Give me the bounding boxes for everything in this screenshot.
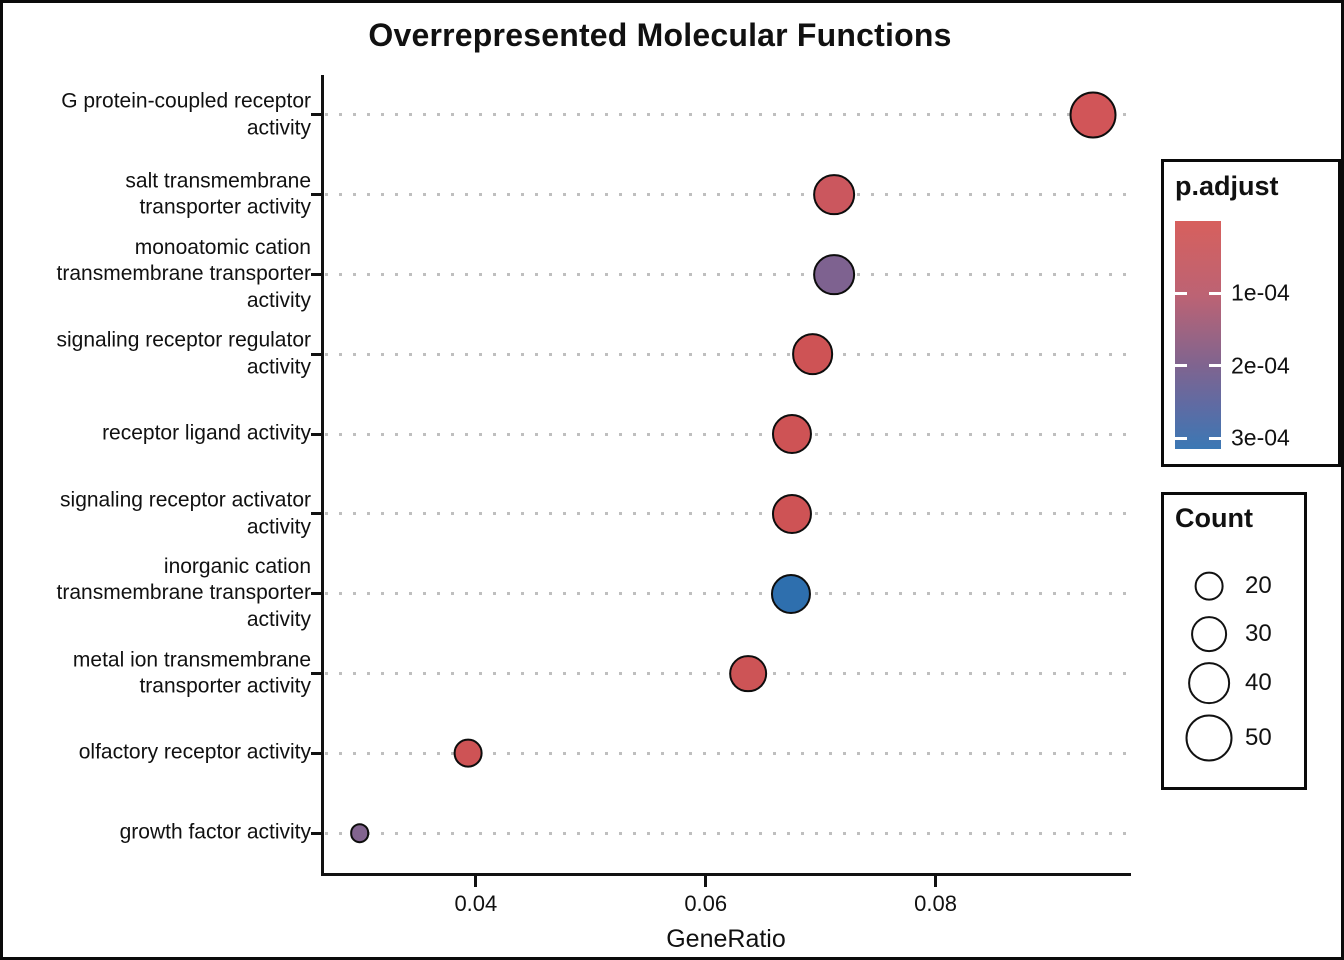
- size-legend-circle: [1194, 571, 1224, 601]
- color-legend-title: p.adjust: [1175, 171, 1279, 201]
- size-legend-title: Count: [1175, 503, 1253, 533]
- x-axis-tick-label: 0.08: [914, 891, 958, 916]
- colorbar-tick-label: 2e-04: [1231, 352, 1290, 379]
- colorbar-tick: [1175, 436, 1187, 440]
- grid-line: [325, 113, 1129, 117]
- x-axis-tick-label: 0.04: [454, 891, 498, 916]
- grid-line: [325, 831, 1129, 835]
- data-point: [791, 333, 834, 376]
- grid-line: [325, 193, 1129, 197]
- colorbar-gradient: [1175, 221, 1221, 449]
- y-axis-tick: [311, 592, 323, 596]
- data-point: [771, 414, 812, 455]
- y-axis-tick: [311, 672, 323, 675]
- data-point: [1069, 91, 1117, 139]
- size-legend-label: 20: [1245, 572, 1272, 599]
- y-axis-label: inorganic cation transmembrane transport…: [56, 554, 311, 632]
- colorbar-tick: [1209, 436, 1221, 440]
- y-axis-tick: [311, 432, 323, 436]
- data-point: [453, 738, 483, 768]
- grid-line: [325, 751, 1129, 755]
- y-axis-label: olfactory receptor activity: [78, 740, 311, 764]
- grid-line: [325, 672, 1129, 675]
- grid-line: [325, 352, 1129, 356]
- y-axis-label: G protein-coupled receptor activity: [61, 89, 311, 139]
- y-axis-tick: [311, 751, 323, 755]
- grid-line: [325, 512, 1129, 516]
- colorbar-tick: [1209, 291, 1221, 295]
- y-axis-label: metal ion transmembrane transporter acti…: [72, 647, 311, 698]
- data-point: [771, 493, 812, 534]
- colorbar-tick: [1209, 364, 1221, 368]
- size-legend-circle: [1185, 714, 1233, 762]
- colorbar-tick: [1175, 291, 1187, 295]
- grid-line: [325, 273, 1129, 276]
- data-point: [813, 173, 856, 216]
- y-axis-tick: [311, 273, 323, 276]
- x-axis-title: GeneRatio: [666, 925, 786, 953]
- y-axis-line: [321, 75, 324, 876]
- size-legend-box: [1161, 492, 1307, 790]
- y-axis-label: monoatomic cation transmembrane transpor…: [56, 235, 311, 312]
- data-point: [813, 253, 856, 296]
- colorbar-tick-label: 3e-04: [1231, 424, 1290, 451]
- y-axis-tick: [311, 193, 323, 197]
- grid-line: [325, 432, 1129, 436]
- y-axis-tick: [311, 113, 323, 117]
- y-axis-label: signaling receptor activator activity: [60, 488, 311, 538]
- chart-title: Overrepresented Molecular Functions: [368, 17, 952, 53]
- size-legend-circle: [1188, 662, 1230, 704]
- y-axis-tick: [311, 831, 323, 835]
- y-axis-tick: [311, 512, 323, 516]
- y-axis-tick: [311, 352, 323, 356]
- y-axis-label: growth factor activity: [119, 820, 311, 844]
- data-point: [729, 654, 768, 693]
- colorbar-tick-label: 1e-04: [1231, 279, 1290, 306]
- x-axis-tick-label: 0.06: [684, 891, 728, 916]
- size-legend-label: 30: [1245, 620, 1272, 647]
- y-axis-label: receptor ligand activity: [102, 421, 311, 445]
- x-axis-tick: [934, 876, 938, 887]
- size-legend-circle: [1191, 616, 1227, 652]
- x-axis-tick: [704, 876, 708, 887]
- data-point: [770, 573, 811, 614]
- grid-line: [325, 592, 1129, 596]
- x-axis-line: [321, 873, 1131, 876]
- size-legend-label: 50: [1245, 724, 1272, 751]
- data-point: [349, 823, 370, 843]
- size-legend-label: 40: [1245, 669, 1272, 696]
- colorbar-tick: [1175, 364, 1187, 368]
- y-axis-label: salt transmembrane transporter activity: [125, 169, 311, 219]
- y-axis-label: signaling receptor regulator activity: [56, 328, 311, 379]
- x-axis-tick: [474, 876, 478, 887]
